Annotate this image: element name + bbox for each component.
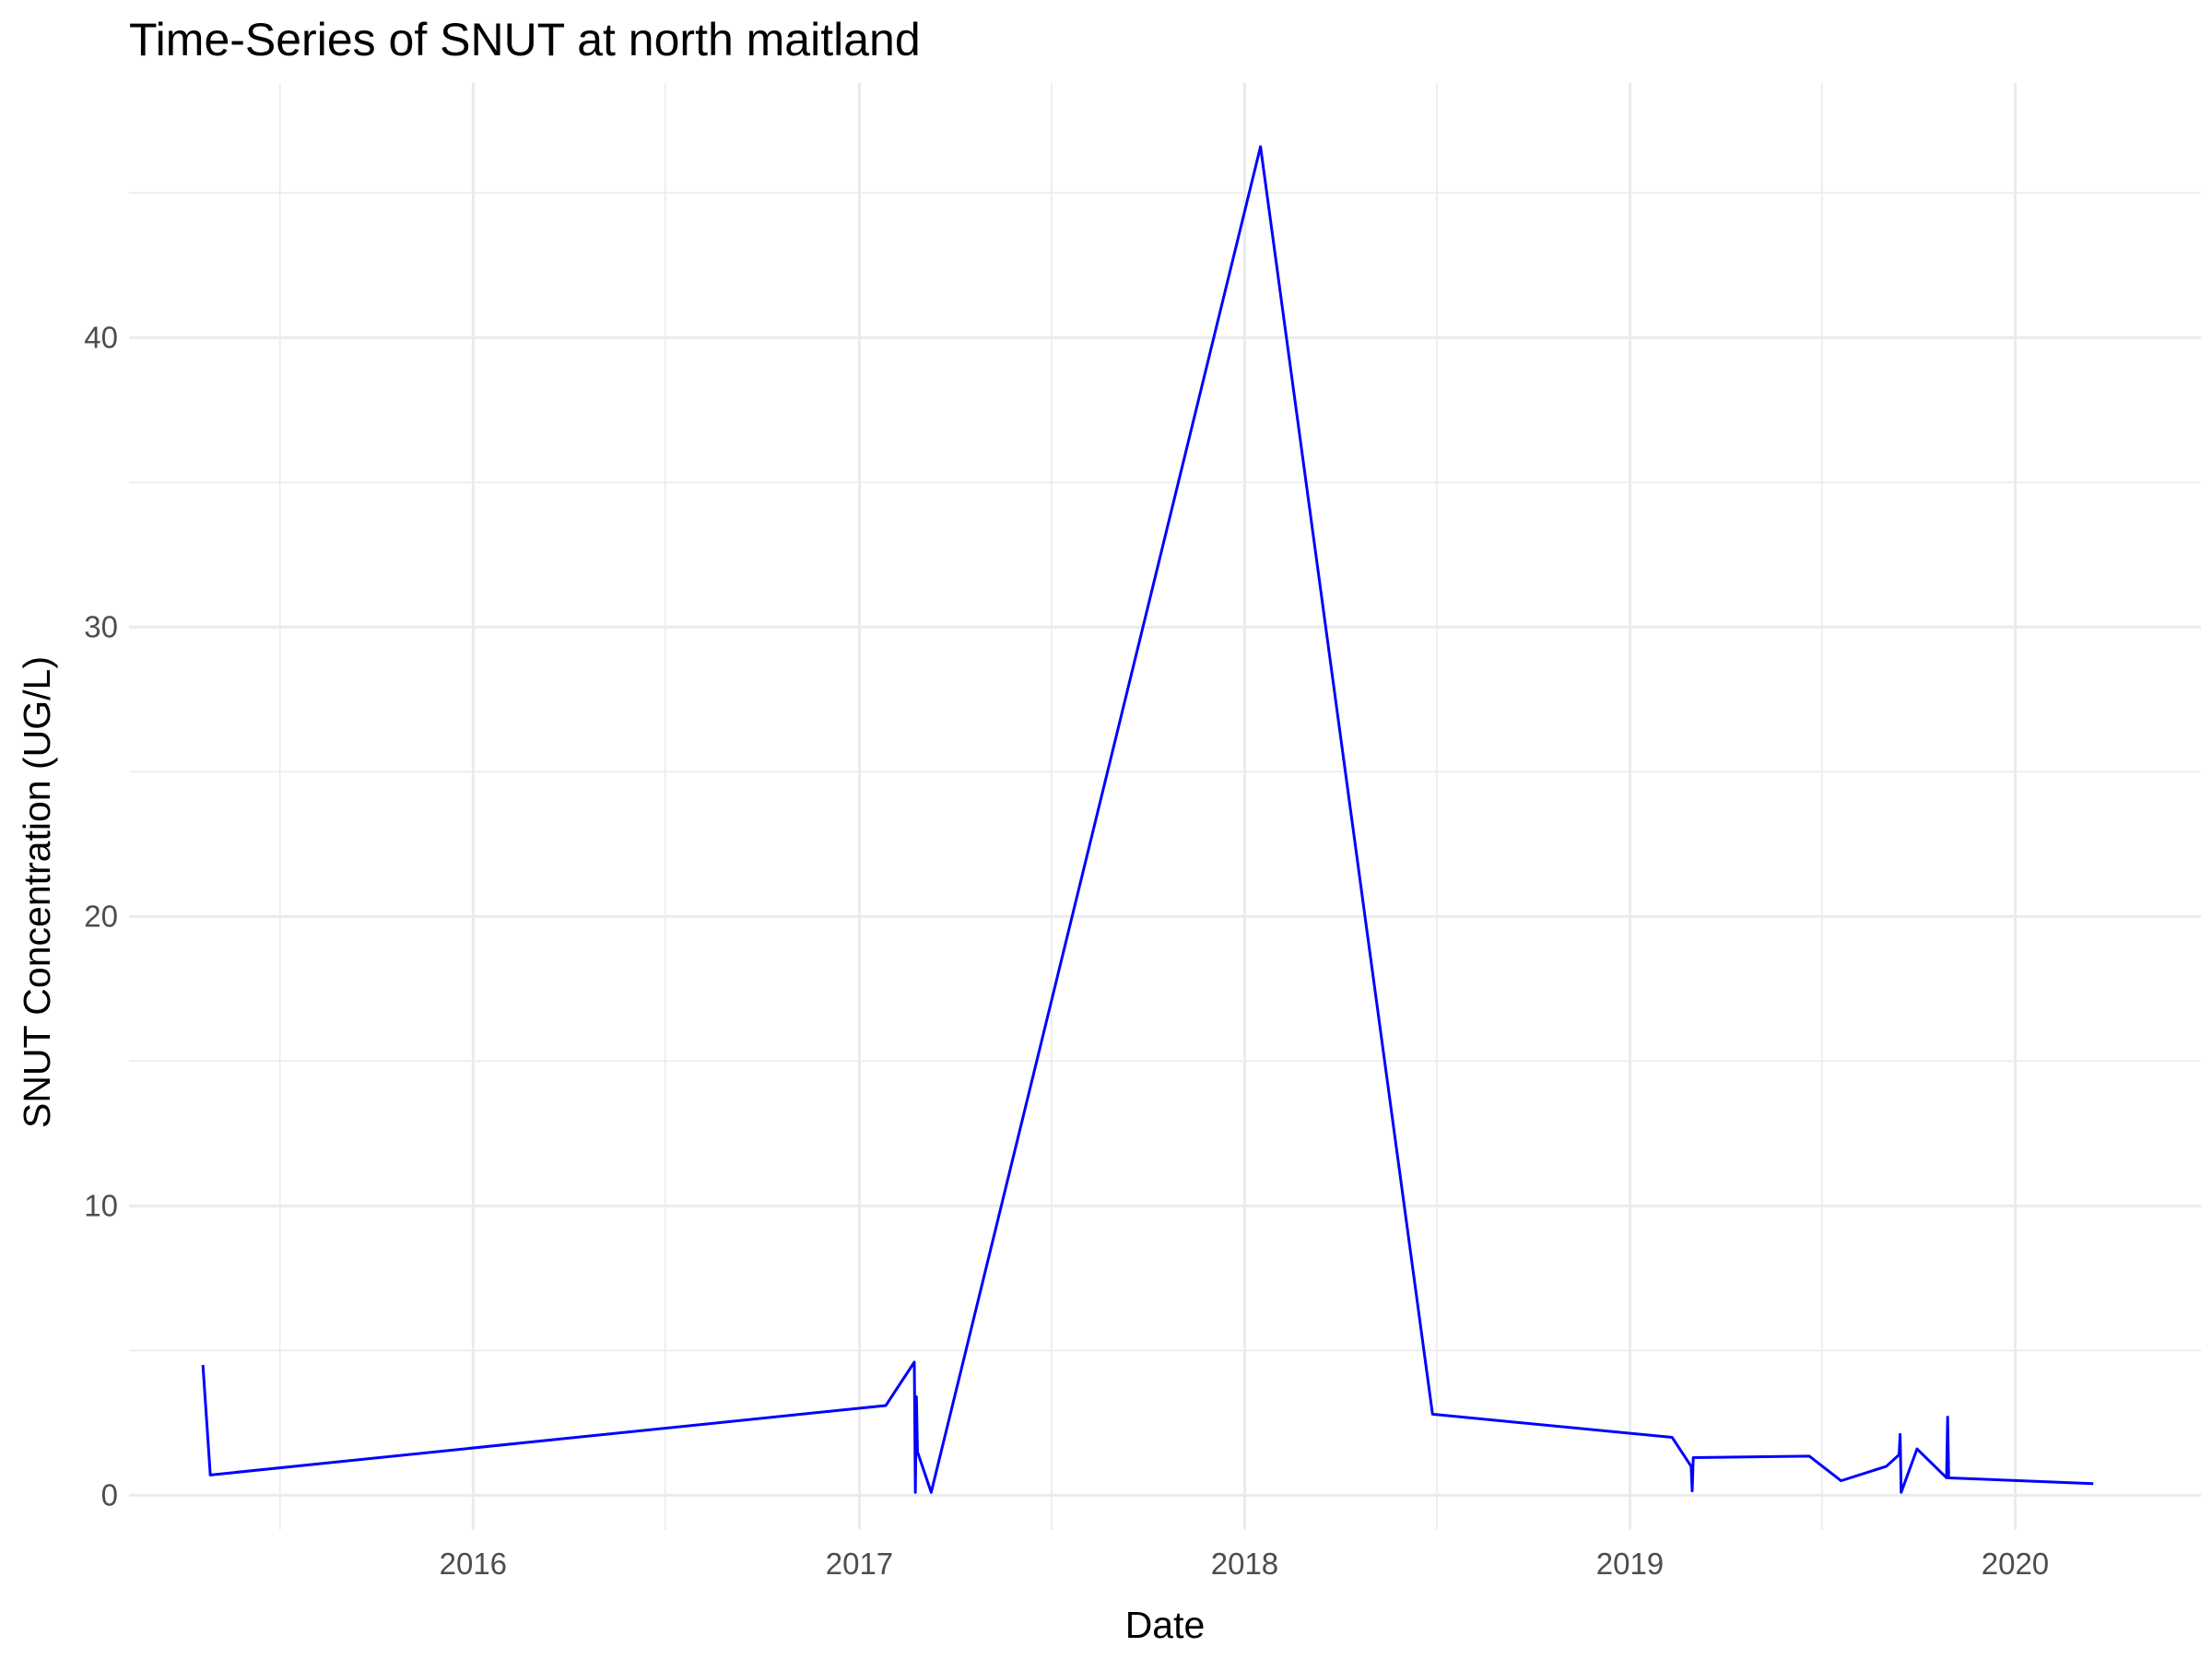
series-layer	[201, 145, 2094, 1494]
x-axis-title: Date	[1125, 1604, 1206, 1646]
major-gridlines	[129, 83, 2201, 1530]
y-axis-title: SNUT Concentration (UG/L)	[16, 656, 58, 1128]
y-tick-labels: 0 10 20 30 40	[84, 320, 118, 1512]
x-tick-label: 2020	[1982, 1547, 2049, 1581]
series-line-0	[201, 145, 2094, 1494]
y-tick-label: 20	[84, 899, 118, 933]
y-tick-label: 40	[84, 320, 118, 354]
y-tick-label: 30	[84, 609, 118, 643]
x-tick-label: 2016	[440, 1547, 507, 1581]
x-tick-labels: 2016 2017 2018 2019 2020	[440, 1547, 2050, 1581]
minor-gridlines	[129, 83, 2201, 1530]
x-tick-label: 2017	[826, 1547, 893, 1581]
chart-title: Time-Series of SNUT at north maitland	[129, 14, 921, 65]
x-tick-label: 2018	[1211, 1547, 1278, 1581]
y-tick-label: 0	[101, 1477, 118, 1512]
x-tick-label: 2019	[1596, 1547, 1664, 1581]
y-tick-label: 10	[84, 1188, 118, 1222]
